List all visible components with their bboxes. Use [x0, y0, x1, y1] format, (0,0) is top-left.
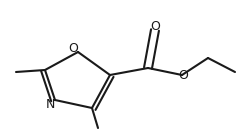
Text: N: N [45, 97, 55, 110]
Text: O: O [68, 41, 78, 54]
Text: O: O [150, 19, 160, 32]
Text: O: O [178, 68, 188, 81]
